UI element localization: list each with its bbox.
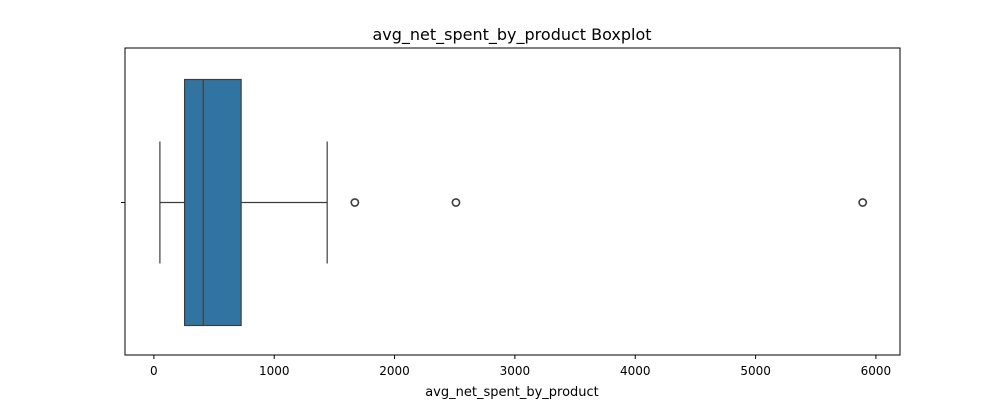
x-tick-label: 5000 (740, 364, 771, 378)
boxplot-group (159, 78, 868, 327)
interquartile-box (183, 78, 242, 327)
outlier-point (350, 198, 360, 207)
x-tick-label: 3000 (500, 364, 531, 378)
x-axis-ticks: 0 1000 2000 3000 4000 5000 6000 (121, 202, 892, 378)
outlier-point (858, 198, 868, 207)
plot-area-frame (124, 47, 901, 356)
outlier-point (451, 198, 461, 207)
x-axis-label: avg_net_spent_by_product (425, 385, 599, 400)
x-tick-label: 1000 (259, 364, 290, 378)
x-tick-label: 0 (150, 364, 158, 378)
x-tick-label: 4000 (620, 364, 651, 378)
chart-title: avg_net_spent_by_product Boxplot (372, 25, 651, 45)
x-tick-label: 6000 (861, 364, 892, 378)
x-tick-label: 2000 (379, 364, 410, 378)
